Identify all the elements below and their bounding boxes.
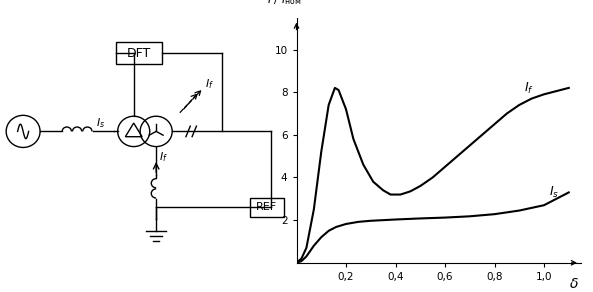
Text: DFT: DFT [127,47,151,60]
Text: $I\ /\ I_{\mathsf{ном}}$: $I\ /\ I_{\mathsf{ном}}$ [267,0,301,7]
Text: $I_s$: $I_s$ [549,185,559,200]
Text: $I_f$: $I_f$ [160,151,168,164]
Text: $I_f$: $I_f$ [524,81,534,96]
Bar [116,42,162,64]
Text: $\delta$: $\delta$ [569,277,579,291]
Text: $I_s$: $I_s$ [95,116,105,130]
Text: REF: REF [256,202,278,212]
Bar [250,198,283,217]
Text: $I_f$: $I_f$ [205,78,214,91]
